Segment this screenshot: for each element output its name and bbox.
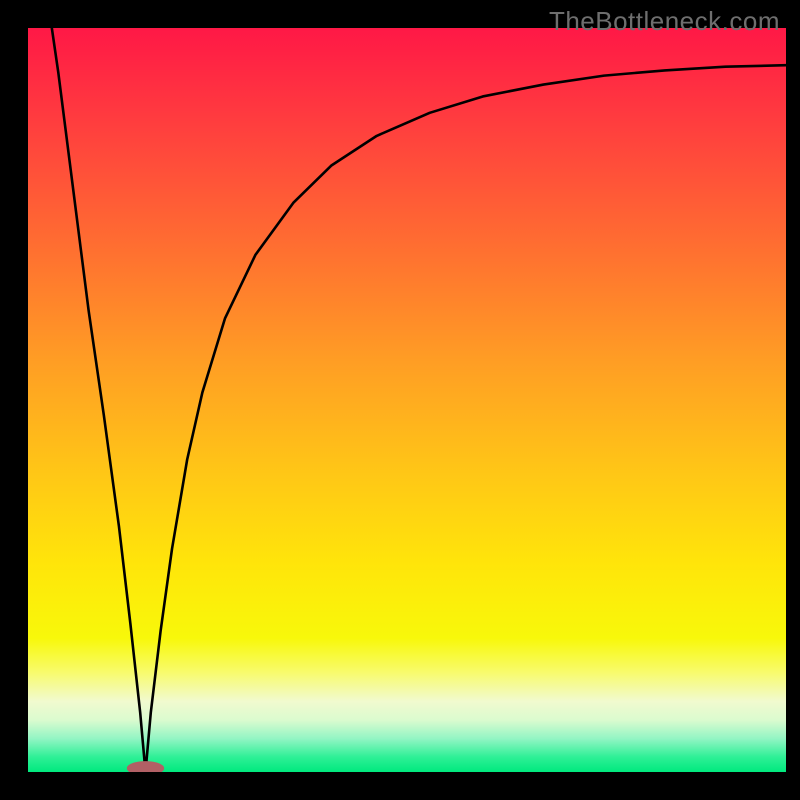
optimal-point-marker <box>127 762 163 775</box>
gradient-background <box>28 28 786 772</box>
chart-container: TheBottleneck.com <box>0 0 800 800</box>
bottleneck-curve-chart <box>0 0 800 800</box>
